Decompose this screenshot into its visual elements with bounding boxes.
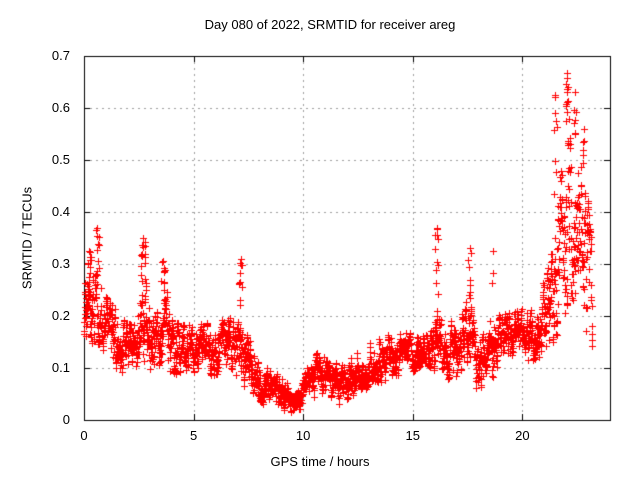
x-tick-label: 5 [189,428,198,443]
x-tick-label: 20 [515,428,530,443]
y-tick-label: 0.3 [51,256,70,271]
y-axis-label: SRMTID / TECUs [19,186,35,290]
y-tick-label: 0.5 [51,152,70,167]
y-tick-label: 0.6 [51,100,70,115]
y-tick-label: 0.2 [51,308,70,323]
x-axis-label: GPS time / hours [270,454,370,469]
y-tick-label: 0.7 [51,48,70,63]
x-tick-label: 10 [295,428,311,443]
x-tick-label: 15 [405,428,420,443]
y-tick-label: 0 [62,412,70,427]
x-tick-label: 0 [80,428,88,443]
y-tick-label: 0.1 [51,360,70,375]
y-tick-label: 0.4 [51,204,70,219]
chart-title: Day 080 of 2022, SRMTID for receiver are… [204,17,456,32]
